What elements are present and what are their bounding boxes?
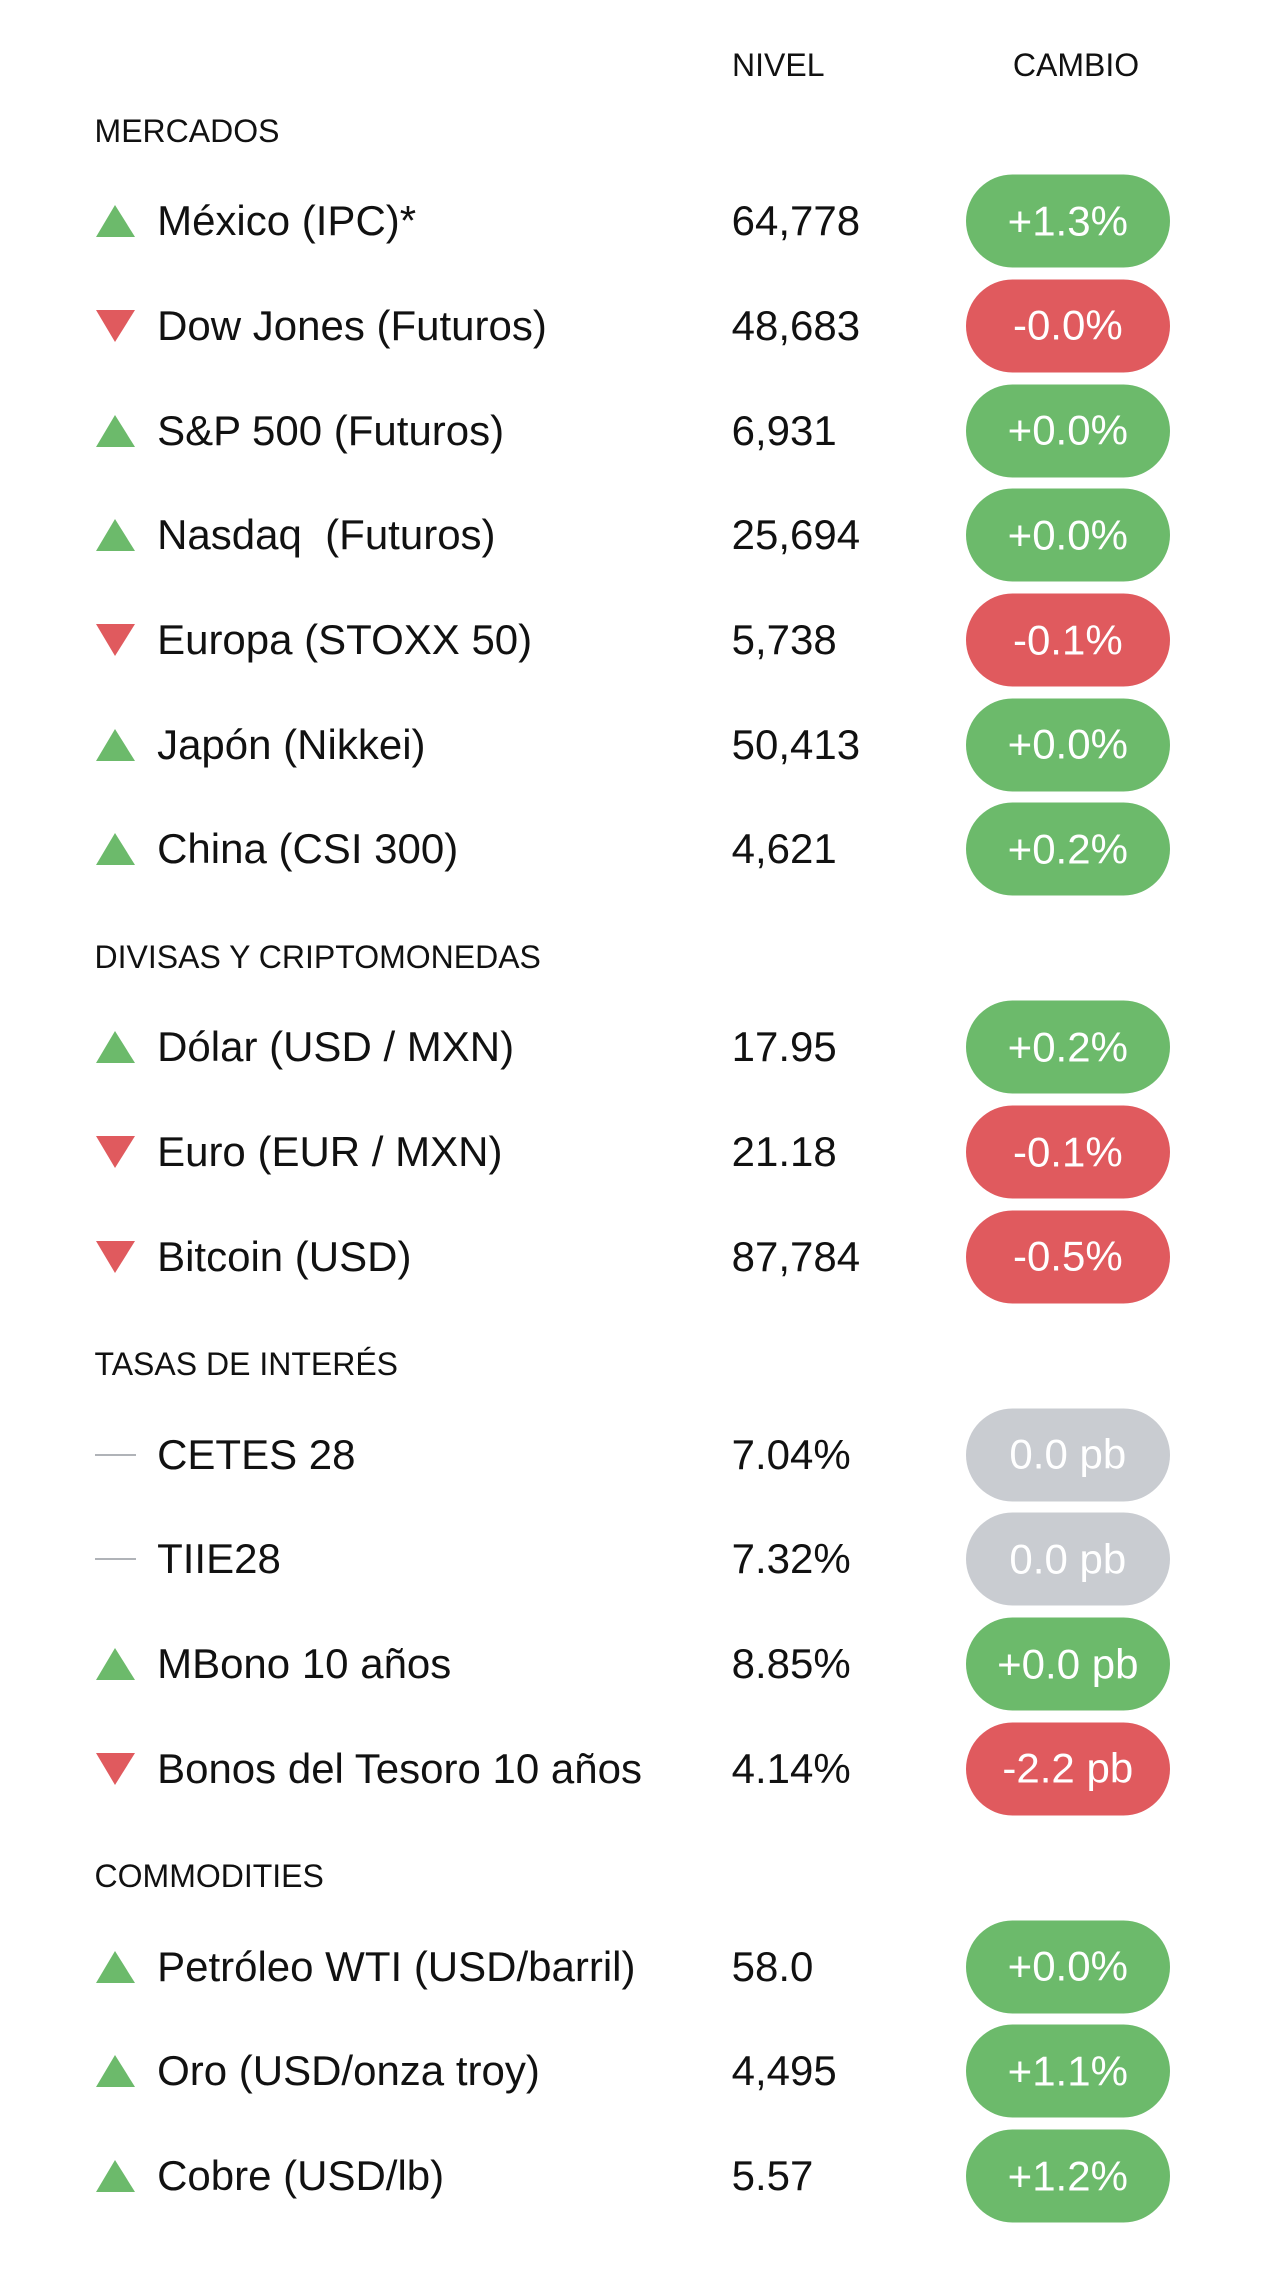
trend-shape [95, 1950, 135, 1983]
level-header: NIVEL [732, 47, 825, 83]
change-pill: +0.0% [965, 384, 1170, 478]
trend-icon [95, 309, 135, 342]
change-pill: -2.2 pb [965, 1722, 1170, 1816]
change-pill: -0.1% [965, 593, 1170, 687]
row-level: 87,784 [731, 1232, 861, 1280]
row-level: 4,495 [731, 2047, 837, 2095]
row-level: 4,621 [731, 825, 837, 873]
row-name: Dow Jones (Futuros) [157, 301, 547, 349]
section-title: COMMODITIES [94, 1858, 324, 1895]
row-name: Euro (EUR / MXN) [157, 1128, 503, 1175]
change-pill: +0.2% [965, 1000, 1170, 1094]
trend-icon [95, 1240, 135, 1273]
trend-icon [95, 1136, 135, 1168]
row-name: Nasdaq (Futuros) [157, 511, 496, 559]
trend-icon [94, 1453, 136, 1456]
row-name: S&P 500 (Futuros) [157, 406, 505, 454]
section-title: TASAS DE INTERÉS [94, 1346, 398, 1383]
row-level: 5,738 [731, 616, 837, 663]
row-level: 48,683 [731, 301, 861, 349]
change-pill: +1.1% [965, 2024, 1170, 2118]
change-pill: -0.5% [965, 1210, 1170, 1304]
row-level: 6,931 [731, 406, 837, 454]
row-name: Europa (STOXX 50) [157, 616, 533, 663]
change-pill: 0.0 pb [965, 1512, 1170, 1606]
trend-icon [95, 1950, 135, 1983]
trend-icon [95, 833, 135, 866]
trend-shape [95, 833, 135, 866]
row-level: 64,778 [731, 197, 861, 245]
change-header: CAMBIO [1012, 47, 1140, 83]
trend-icon [95, 1752, 135, 1785]
row-name: CETES 28 [157, 1430, 356, 1478]
row-level: 25,694 [731, 511, 861, 559]
trend-shape [95, 728, 135, 761]
change-pill: +0.0% [965, 1920, 1170, 2014]
row-level: 4.14% [731, 1744, 851, 1792]
trend-shape [95, 1752, 135, 1785]
section-title: DIVISAS Y CRIPTOMONEDAS [94, 939, 541, 976]
trend-shape [95, 2055, 135, 2088]
trend-icon [94, 1558, 136, 1561]
trend-shape [95, 1136, 135, 1168]
row-name: Oro (USD/onza troy) [157, 2047, 540, 2095]
trend-icon [95, 624, 135, 656]
row-name: MBono 10 años [157, 1640, 452, 1687]
row-level: 5.57 [731, 2152, 814, 2199]
trend-shape [95, 1648, 135, 1680]
trend-icon [95, 414, 135, 447]
change-pill: +0.0% [965, 698, 1170, 792]
row-level: 58.0 [731, 1942, 814, 1990]
trend-icon [95, 519, 135, 552]
trend-shape [95, 1031, 135, 1064]
change-pill: +0.0 pb [965, 1617, 1170, 1711]
trend-shape [95, 1240, 135, 1273]
row-name: Cobre (USD/lb) [157, 2152, 445, 2199]
change-pill: +1.3% [965, 174, 1170, 268]
trend-shape [95, 519, 135, 552]
row-name: Japón (Nikkei) [157, 720, 426, 768]
trend-shape [95, 309, 135, 342]
row-level: 8.85% [731, 1640, 851, 1687]
row-name: Bonos del Tesoro 10 años [157, 1744, 642, 1792]
trend-icon [95, 2160, 135, 2192]
row-level: 50,413 [731, 720, 861, 768]
row-name: China (CSI 300) [157, 825, 459, 873]
row-name: TIIE28 [157, 1535, 281, 1583]
row-name: México (IPC)* [157, 197, 417, 245]
trend-icon [95, 2055, 135, 2088]
row-level: 7.32% [731, 1535, 851, 1583]
change-pill: -0.0% [965, 279, 1170, 373]
section-title: MERCADOS [94, 112, 280, 149]
row-name: Dólar (USD / MXN) [157, 1023, 515, 1071]
trend-shape [95, 205, 135, 238]
row-level: 7.04% [731, 1430, 851, 1478]
trend-icon [95, 205, 135, 238]
trend-icon [95, 1031, 135, 1064]
change-pill: 0.0 pb [965, 1408, 1170, 1502]
row-name: Petróleo WTI (USD/barril) [157, 1942, 636, 1990]
trend-shape [95, 2160, 135, 2192]
change-pill: +1.2% [965, 2129, 1170, 2223]
trend-icon [95, 728, 135, 761]
row-name: Bitcoin (USD) [157, 1232, 412, 1280]
trend-shape [95, 414, 135, 447]
trend-icon [95, 1648, 135, 1680]
trend-shape [95, 624, 135, 656]
change-pill: +0.0% [965, 488, 1170, 582]
change-pill: +0.2% [965, 802, 1170, 896]
row-level: 21.18 [731, 1128, 837, 1175]
row-level: 17.95 [731, 1023, 837, 1071]
change-pill: -0.1% [965, 1105, 1170, 1199]
